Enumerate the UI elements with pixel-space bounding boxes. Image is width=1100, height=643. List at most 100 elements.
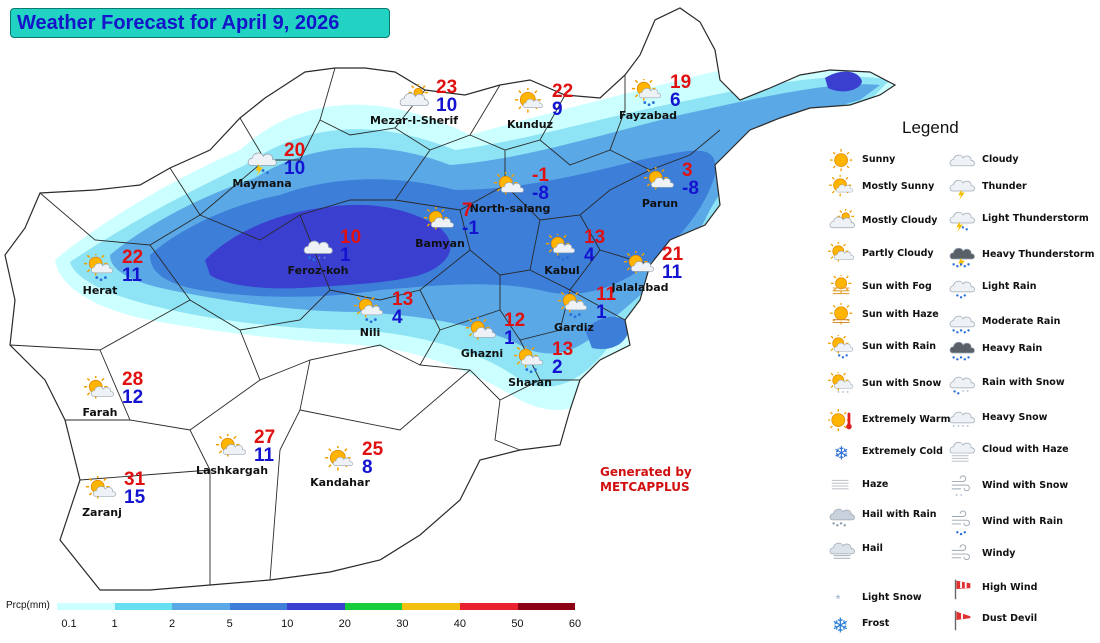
legend-item-light-rain: Light Rain xyxy=(949,280,1036,299)
legend-item-extremely-warm: Extremely Warm xyxy=(827,408,951,432)
max-temperature: 13 xyxy=(552,339,574,360)
legend-label: Dust Devil xyxy=(982,613,1038,624)
min-temperature: -8 xyxy=(682,178,699,199)
legend-label: Moderate Rain xyxy=(982,316,1061,327)
legend-item-mostly-cloudy: Mostly Cloudy xyxy=(829,208,937,229)
legend-label: Hail with Rain xyxy=(862,509,937,520)
legend-item-heavy-snow: * * * * Heavy Snow xyxy=(949,411,1047,431)
max-temperature: 23 xyxy=(436,77,458,98)
extremely-cold-icon: ❄ xyxy=(828,440,856,466)
heavy-thunderstorm-icon xyxy=(948,243,976,269)
hail-with-rain-icon xyxy=(828,503,856,529)
svg-text:*: * xyxy=(837,391,840,397)
legend-item-light-snow: * Light Snow xyxy=(830,592,922,607)
city-name: Fayzabad xyxy=(618,109,678,122)
legend-item-mostly-sunny: Mostly Sunny xyxy=(829,174,934,197)
colorbar-tick-label: 5 xyxy=(226,618,233,630)
city-name: North-salang xyxy=(469,202,551,215)
legend-item-hail: Hail xyxy=(829,542,883,559)
partly-cloudy-icon xyxy=(82,474,122,506)
max-temperature: 20 xyxy=(284,140,306,161)
city-forecast-parun: Parun 3 -8 xyxy=(642,161,699,210)
legend-label: Light Thunderstorm xyxy=(982,213,1089,224)
legend-item-dust-devil: Dust Devil xyxy=(950,610,1037,631)
precip-band-darkest-ne xyxy=(825,71,862,92)
max-temperature: -1 xyxy=(532,165,549,186)
rain-with-snow-icon: * * xyxy=(298,234,338,264)
colorbar-segment xyxy=(229,603,288,610)
svg-text:*: * xyxy=(847,391,850,397)
max-temperature: 3 xyxy=(682,160,693,181)
city-forecast-zaranj: Zaranj 31 15 xyxy=(82,470,145,519)
max-temperature: 10 xyxy=(340,227,362,248)
min-temperature: 1 xyxy=(340,245,351,266)
city-forecast-feroz-koh: * * Feroz-koh 10 1 xyxy=(288,228,362,277)
legend-item-sunny: Sunny xyxy=(829,148,895,172)
legend-label: Sun with Rain xyxy=(862,341,937,352)
min-temperature: 4 xyxy=(392,307,403,328)
city-forecast-maymana: Maymana 20 10 xyxy=(232,141,305,190)
precipitation-colorbar xyxy=(57,603,576,610)
legend-label: Sun with Snow xyxy=(862,378,942,389)
legend-item-frost: ❄ Frost xyxy=(830,615,890,637)
light-snow-icon: * xyxy=(828,586,856,612)
legend-label: Light Snow xyxy=(862,592,922,603)
svg-text:*: * xyxy=(953,425,956,431)
sun-with-rain-icon xyxy=(350,293,390,326)
city-forecast-jalalabad: Jalalabad 21 11 xyxy=(611,245,683,294)
colorbar-segment xyxy=(402,603,460,610)
colorbar-tick-label: 10 xyxy=(281,618,294,630)
mostly-cloudy-icon xyxy=(394,82,434,114)
svg-text:*: * xyxy=(842,391,845,397)
svg-text:*: * xyxy=(967,390,970,396)
legend-item-sun-with-haze: Sun with Haze xyxy=(829,302,939,325)
city-name: Ghazni xyxy=(460,347,504,360)
legend-label: Extremely Cold xyxy=(862,446,943,457)
legend-label: Extremely Warm xyxy=(862,414,951,425)
legend-label: Wind with Rain xyxy=(982,516,1063,527)
colorbar-segment xyxy=(459,603,518,610)
city-name: Zaranj xyxy=(82,506,122,519)
max-temperature: 22 xyxy=(122,247,144,268)
legend-item-high-wind: High Wind xyxy=(950,579,1037,600)
colorbar-segment xyxy=(114,603,173,610)
colorbar-segment xyxy=(172,603,230,610)
min-temperature: 2 xyxy=(552,357,563,378)
mostly-sunny-icon xyxy=(510,86,550,118)
legend-label: Windy xyxy=(982,548,1016,559)
haze-icon xyxy=(828,473,856,499)
max-temperature: 28 xyxy=(122,369,144,390)
min-temperature: 6 xyxy=(670,90,681,111)
legend-label: Wind with Snow xyxy=(982,480,1069,491)
windy-icon xyxy=(948,542,976,568)
legend-label: Thunder xyxy=(982,181,1027,192)
legend-item-sun-with-rain: Sun with Rain xyxy=(828,333,936,359)
colorbar-segment xyxy=(287,603,345,610)
legend-item-rain-with-snow: * * Rain with Snow xyxy=(949,376,1065,396)
svg-text:❄: ❄ xyxy=(834,443,850,464)
legend-item-heavy-thunderstorm: Heavy Thunderstorm xyxy=(949,247,1095,269)
min-temperature: 15 xyxy=(124,487,146,508)
legend-item-moderate-rain: Moderate Rain xyxy=(949,315,1060,334)
city-name: Mezar-I-Sherif xyxy=(369,114,459,127)
frost-icon: ❄ xyxy=(828,612,856,638)
city-name: Jalalabad xyxy=(611,281,669,294)
city-forecast-sharan: Sharan 13 2 xyxy=(508,340,573,389)
max-temperature: 13 xyxy=(392,289,414,310)
partly-cloudy-icon xyxy=(620,249,660,281)
legend-item-sun-with-fog: Sun with Fog xyxy=(830,273,932,295)
light-thunderstorm-icon xyxy=(242,147,282,177)
max-temperature: 27 xyxy=(254,427,276,448)
svg-text:*: * xyxy=(962,390,965,396)
partly-cloudy-icon xyxy=(828,241,856,268)
legend-label: Light Rain xyxy=(982,281,1037,292)
city-forecast-farah: Farah 28 12 xyxy=(83,370,144,419)
precip-band-dark-east xyxy=(585,316,630,350)
colorbar-label: Prcp(mm) xyxy=(6,600,50,611)
legend-item-partly-cloudy: Partly Cloudy xyxy=(828,241,934,262)
max-temperature: 31 xyxy=(124,469,146,490)
partly-cloudy-icon xyxy=(420,205,460,237)
city-name: Feroz-koh xyxy=(287,264,349,277)
legend-label: Hail xyxy=(862,543,883,554)
colorbar-tick-label: 30 xyxy=(396,618,409,630)
